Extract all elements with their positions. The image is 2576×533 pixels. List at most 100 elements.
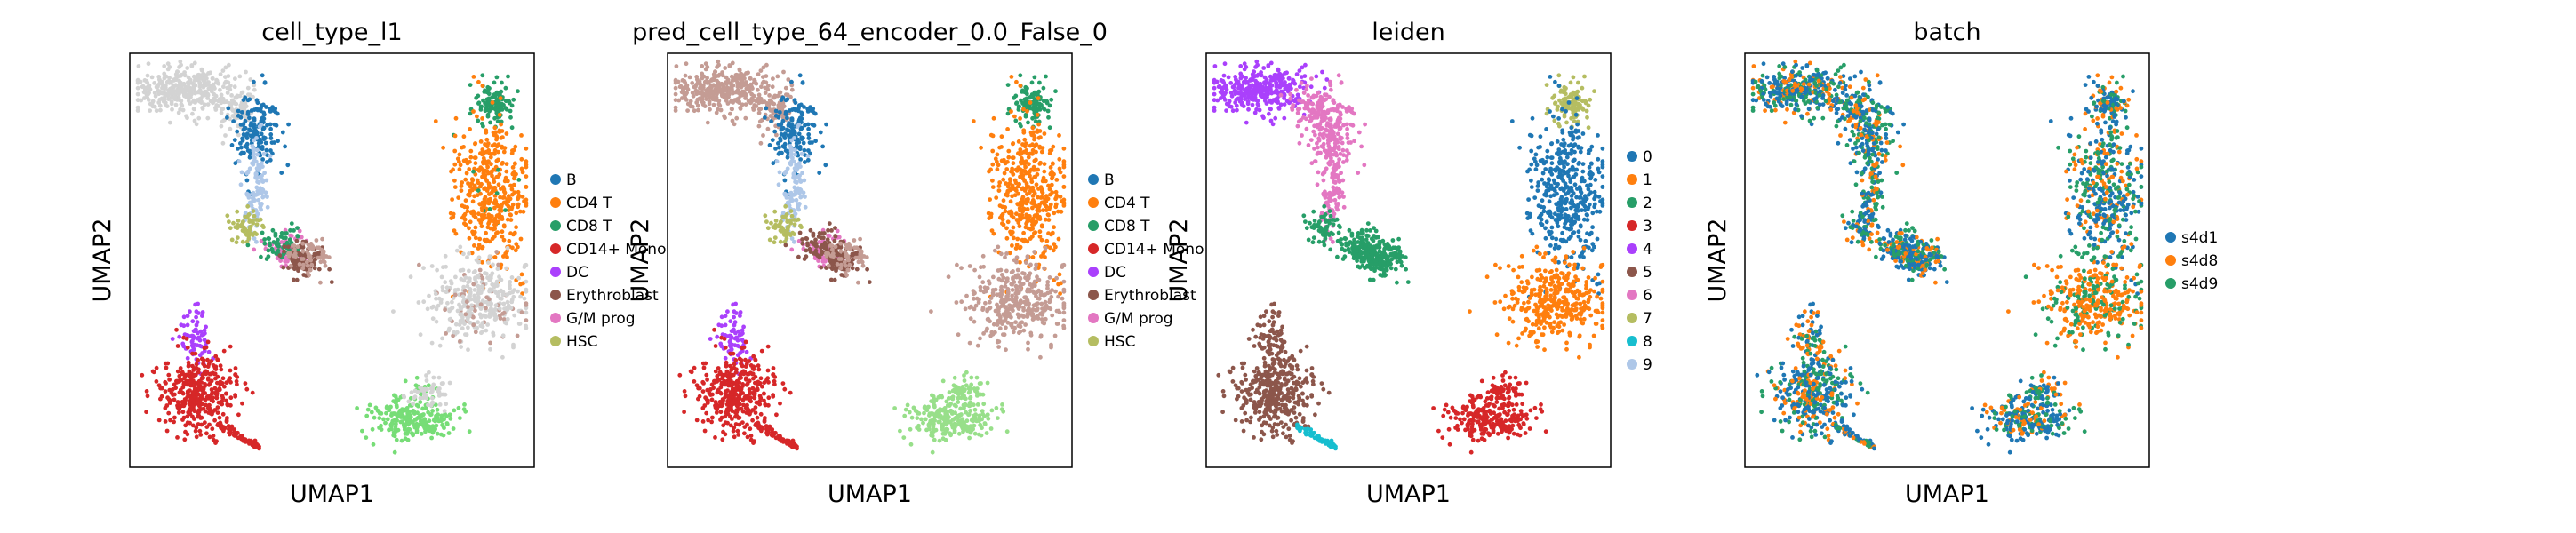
data-point [364,435,369,440]
data-point [261,110,267,115]
data-point [492,234,497,239]
data-point [468,148,474,154]
data-point [505,217,510,222]
data-point [473,161,478,166]
data-point [789,138,794,143]
data-point [780,118,786,123]
data-point [1045,108,1051,114]
data-point [1043,245,1048,251]
data-point [185,322,190,328]
data-point [242,150,246,155]
data-point [820,231,825,236]
data-point [729,329,734,334]
data-point [763,213,768,219]
data-point [795,163,800,169]
data-point [248,77,253,82]
data-point [1039,301,1044,306]
data-point [1049,97,1054,102]
data-point [264,178,269,183]
data-point [972,306,977,312]
data-point [194,122,199,127]
data-point [491,330,496,336]
data-point [316,251,322,255]
data-point [772,129,778,134]
data-point [820,144,825,149]
data-point [480,84,485,88]
data-point [1037,234,1043,239]
data-point [997,145,1002,150]
data-point [246,236,252,241]
data-point [1024,212,1029,218]
data-point [199,356,204,362]
data-point [1026,196,1030,202]
data-point [493,92,499,97]
data-point [286,244,291,250]
data-point [979,145,983,150]
data-point [1009,282,1014,287]
data-point [997,180,1003,185]
data-point [1039,254,1044,259]
data-point [1019,152,1024,156]
data-point [1053,89,1058,94]
data-point [220,119,225,124]
data-point [440,288,445,293]
data-point [466,181,470,186]
data-point [690,104,695,109]
data-point [193,372,198,378]
data-point [765,376,771,381]
data-point [485,84,491,90]
data-point [163,102,168,107]
data-point [499,122,503,127]
data-point [687,75,692,80]
data-point [247,155,252,160]
data-point [757,119,763,124]
data-point [1033,266,1038,272]
data-point [518,236,524,242]
data-point [1034,219,1039,225]
data-point [395,418,399,423]
data-point [1016,219,1021,224]
data-point [444,264,448,269]
data-point [480,245,484,251]
data-point [140,84,145,90]
data-point [191,99,196,104]
data-point [1013,180,1019,186]
data-point [1026,226,1031,231]
data-point [748,76,753,81]
data-point [482,196,487,202]
data-point [299,257,304,261]
data-point [1003,209,1008,214]
data-point [244,171,250,176]
data-point [218,379,223,385]
data-point [694,100,700,105]
data-point [402,427,407,432]
data-point [156,383,162,388]
data-point [713,88,718,93]
data-point [769,220,773,226]
data-point [436,412,440,417]
data-point [796,203,801,209]
data-point [493,199,499,204]
data-point [466,325,470,330]
data-point [731,76,735,81]
data-point [223,65,228,70]
data-point [1007,177,1012,182]
data-point [238,182,244,187]
data-point [365,407,371,412]
data-point [168,418,173,423]
data-point [1020,196,1025,202]
data-point [485,141,491,147]
data-point [1038,195,1044,200]
data-point [228,395,234,401]
data-point [982,285,988,290]
data-point [1061,164,1067,170]
data-point [478,191,483,196]
data-point [502,190,508,195]
data-point [734,115,740,121]
data-point [1013,273,1019,278]
data-point [293,254,298,259]
data-point [148,87,153,92]
data-point [713,69,717,75]
data-point [480,73,485,78]
data-point [144,389,149,394]
